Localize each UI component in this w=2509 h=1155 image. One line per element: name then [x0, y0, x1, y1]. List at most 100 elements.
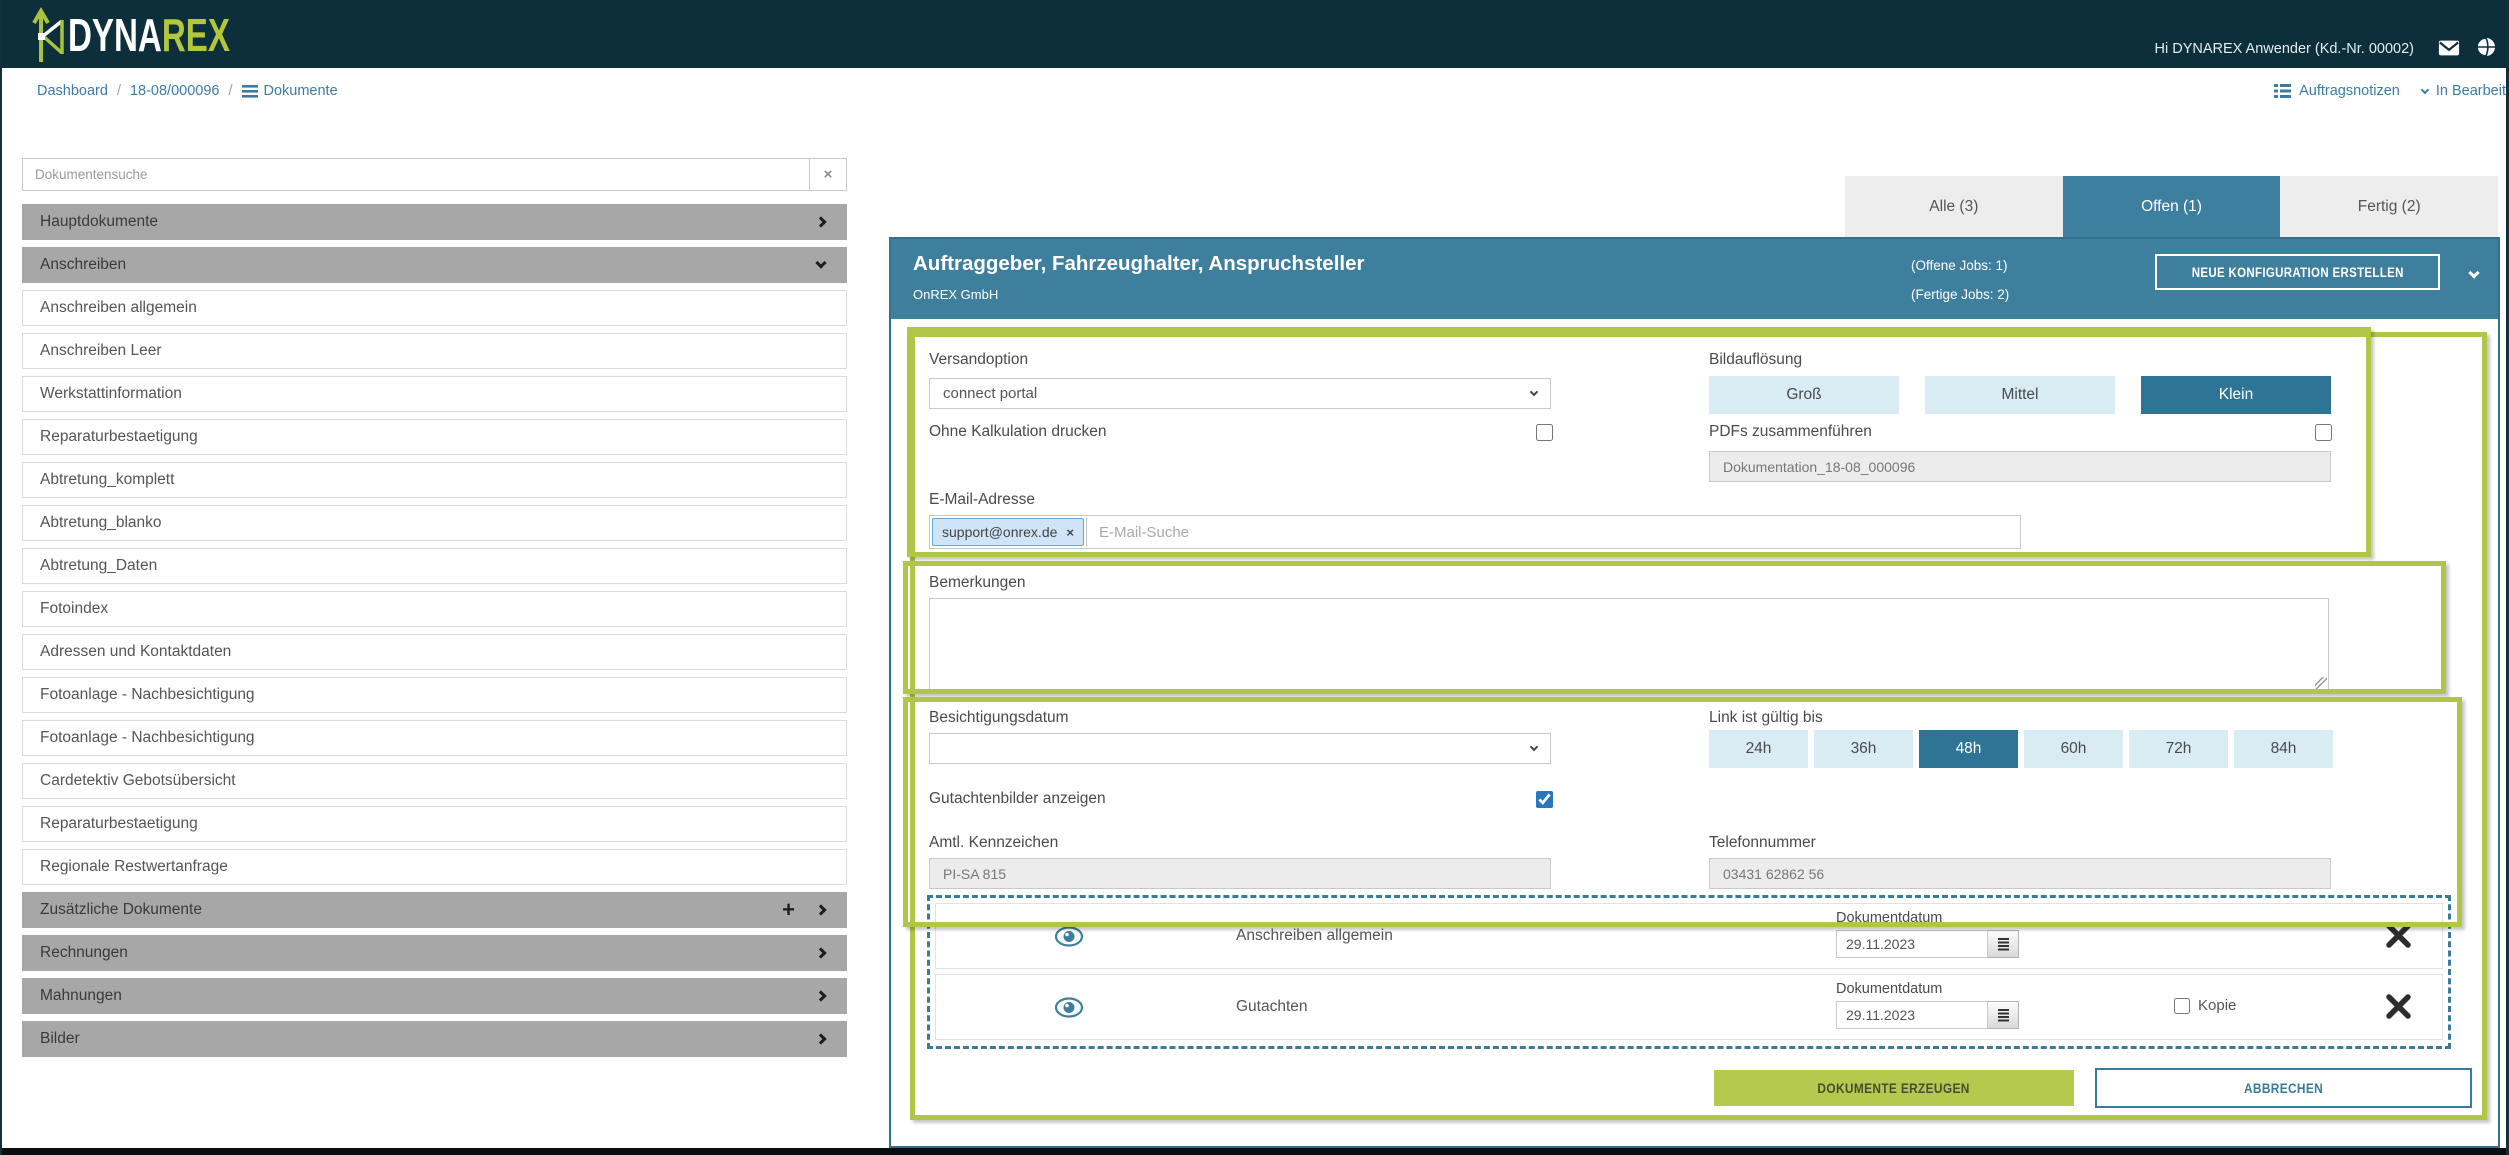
sidebar-item[interactable]: Fotoanlage - Nachbesichtigung — [22, 720, 847, 756]
chevron-right-icon — [815, 216, 827, 228]
calendar-icon — [1997, 937, 2009, 950]
sidebar-group-hauptdokumente[interactable]: Hauptdokumente — [22, 204, 847, 240]
job-filter-tabs: Alle (3) Offen (1) Fertig (2) — [1845, 176, 2499, 237]
chevron-right-icon — [815, 990, 827, 1002]
kennzeichen-label: Amtl. Kennzeichen — [929, 834, 1059, 851]
link-24h-button[interactable]: 24h — [1709, 730, 1808, 768]
resolution-klein-button[interactable]: Klein — [2141, 376, 2331, 414]
calendar-button[interactable] — [1988, 930, 2019, 958]
sidebar-item[interactable]: Regionale Restwertanfrage — [22, 849, 847, 885]
new-configuration-button[interactable]: NEUE KONFIGURATION ERSTELLEN — [2154, 254, 2440, 290]
remove-document-icon[interactable] — [2385, 922, 2412, 949]
eye-icon[interactable] — [1054, 997, 1084, 1018]
breadcrumb-documents[interactable]: Dokumente — [241, 83, 338, 99]
link-84h-button[interactable]: 84h — [2234, 730, 2333, 768]
kopie-checkbox[interactable] — [2174, 997, 2190, 1014]
bildaufloesung-label: Bildauflösung — [1709, 351, 1803, 368]
sidebar-group-rechnungen[interactable]: Rechnungen — [22, 935, 847, 971]
tab-offen[interactable]: Offen (1) — [2062, 176, 2281, 237]
bemerkungen-textarea[interactable] — [929, 598, 2329, 691]
link-60h-button[interactable]: 60h — [2024, 730, 2123, 768]
gutachtenbilder-checkbox[interactable] — [1536, 791, 1553, 808]
versandoption-label: Versandoption — [929, 351, 1029, 368]
document-name: Gutachten — [1236, 998, 1308, 1015]
sidebar-item[interactable]: Reparaturbestaetigung — [22, 419, 847, 455]
chevron-right-icon — [815, 904, 827, 916]
kennzeichen-input: PI-SA 815 — [929, 858, 1551, 889]
tab-alle[interactable]: Alle (3) — [1845, 176, 2063, 237]
sidebar-item[interactable]: Cardetektiv Gebotsübersicht — [22, 763, 847, 799]
sidebar-item[interactable]: Abtretung_komplett — [22, 462, 847, 498]
globe-icon[interactable] — [2476, 37, 2496, 57]
link-72h-button[interactable]: 72h — [2129, 730, 2228, 768]
collapse-chevron-icon[interactable] — [2468, 267, 2480, 279]
breadcrumb: Dashboard / 18-08/000096 / Dokumente — [37, 83, 338, 99]
ohne-kalkulation-checkbox[interactable] — [1536, 424, 1553, 441]
sidebar-item[interactable]: Abtretung_blanko — [22, 505, 847, 541]
divider — [1085, 518, 1087, 546]
dokumente-erzeugen-button[interactable]: DOKUMENTE ERZEUGEN — [1714, 1070, 2074, 1106]
user-greeting: Hi DYNAREX Anwender (Kd.-Nr. 00002) — [2154, 41, 2415, 57]
besichtigungsdatum-select[interactable] — [929, 733, 1551, 764]
dokumentdatum-label: Dokumentdatum — [1836, 981, 1943, 997]
plus-icon[interactable]: + — [782, 897, 795, 922]
email-chip: support@onrex.de × — [932, 518, 1084, 546]
chevron-down-icon — [2420, 85, 2430, 94]
search-clear-button[interactable]: × — [810, 158, 847, 191]
link-48h-button[interactable]: 48h — [1919, 730, 2018, 768]
eye-icon[interactable] — [1054, 926, 1084, 947]
gutachtenbilder-label: Gutachtenbilder anzeigen — [929, 790, 1106, 807]
sidebar-group-zusaetzliche-dokumente[interactable]: Zusätzliche Dokumente + — [22, 892, 847, 928]
sidebar-group-bilder[interactable]: Bilder — [22, 1021, 847, 1057]
abbrechen-button[interactable]: ABBRECHEN — [2095, 1068, 2472, 1108]
sidebar-item[interactable]: Abtretung_Daten — [22, 548, 847, 584]
sidebar-item[interactable]: Anschreiben allgemein — [22, 290, 847, 326]
sidebar-item[interactable]: Adressen und Kontaktdaten — [22, 634, 847, 670]
sidebar-group-anschreiben[interactable]: Anschreiben — [22, 247, 847, 283]
document-row: Anschreiben allgemein Dokumentdatum — [935, 903, 2443, 969]
besichtigungsdatum-label: Besichtigungsdatum — [929, 709, 1069, 726]
telefonnummer-input: 03431 62862 56 — [1709, 858, 2331, 889]
chevron-down-icon — [815, 257, 827, 269]
close-icon: × — [823, 166, 833, 183]
resolution-mittel-button[interactable]: Mittel — [1925, 376, 2115, 414]
document-search-input[interactable] — [22, 158, 810, 191]
link-gueltig-label: Link ist gültig bis — [1709, 709, 1823, 726]
breadcrumb-dashboard-link[interactable]: Dashboard — [37, 83, 108, 99]
dynarex-logo[interactable]: DYNAREX — [30, 6, 293, 64]
done-jobs-count: (Fertige Jobs: 2) — [1911, 287, 2010, 302]
email-tag-input[interactable]: support@onrex.de × E-Mail-Suche — [929, 515, 2021, 549]
link-36h-button[interactable]: 36h — [1814, 730, 1913, 768]
pdfs-checkbox[interactable] — [2315, 424, 2332, 441]
ohne-kalkulation-label: Ohne Kalkulation drucken — [929, 423, 1107, 440]
status-dropdown[interactable]: In Bearbeit — [2435, 83, 2506, 99]
configuration-subtitle: OnREX GmbH — [913, 287, 999, 302]
dokumentdatum-input[interactable] — [1836, 1001, 1988, 1029]
dokumentdatum-input[interactable] — [1836, 930, 1988, 958]
versandoption-select[interactable]: connect portal — [929, 378, 1551, 409]
sidebar-item[interactable]: Reparaturbestaetigung — [22, 806, 847, 842]
sidebar-item[interactable]: Fotoindex — [22, 591, 847, 627]
sidebar-item[interactable]: Anschreiben Leer — [22, 333, 847, 369]
mail-icon[interactable] — [2438, 39, 2460, 57]
order-notes-link[interactable]: Auftragsnotizen — [2299, 83, 2400, 99]
window-bottom-edge — [2, 1148, 2506, 1155]
breadcrumb-case-link[interactable]: 18-08/000096 — [129, 83, 220, 99]
chevron-right-icon — [815, 947, 827, 959]
tab-fertig[interactable]: Fertig (2) — [2280, 176, 2499, 237]
sidebar-group-mahnungen[interactable]: Mahnungen — [22, 978, 847, 1014]
calendar-button[interactable] — [1988, 1001, 2019, 1029]
sidebar-item[interactable]: Werkstattinformation — [22, 376, 847, 412]
chevron-down-icon — [1529, 742, 1539, 751]
calendar-icon — [1997, 1008, 2009, 1021]
remove-chip-icon[interactable]: × — [1066, 524, 1074, 540]
breadcrumb-separator: / — [228, 83, 233, 99]
remove-document-icon[interactable] — [2385, 993, 2412, 1020]
resize-handle[interactable] — [2315, 677, 2327, 689]
selected-documents-box: Anschreiben allgemein Dokumentdatum — [927, 895, 2451, 1049]
resolution-gross-button[interactable]: Groß — [1709, 376, 1899, 414]
document-row: Gutachten Dokumentdatum — [935, 974, 2443, 1040]
chevron-right-icon — [815, 1033, 827, 1045]
sidebar-item[interactable]: Fotoanlage - Nachbesichtigung — [22, 677, 847, 713]
